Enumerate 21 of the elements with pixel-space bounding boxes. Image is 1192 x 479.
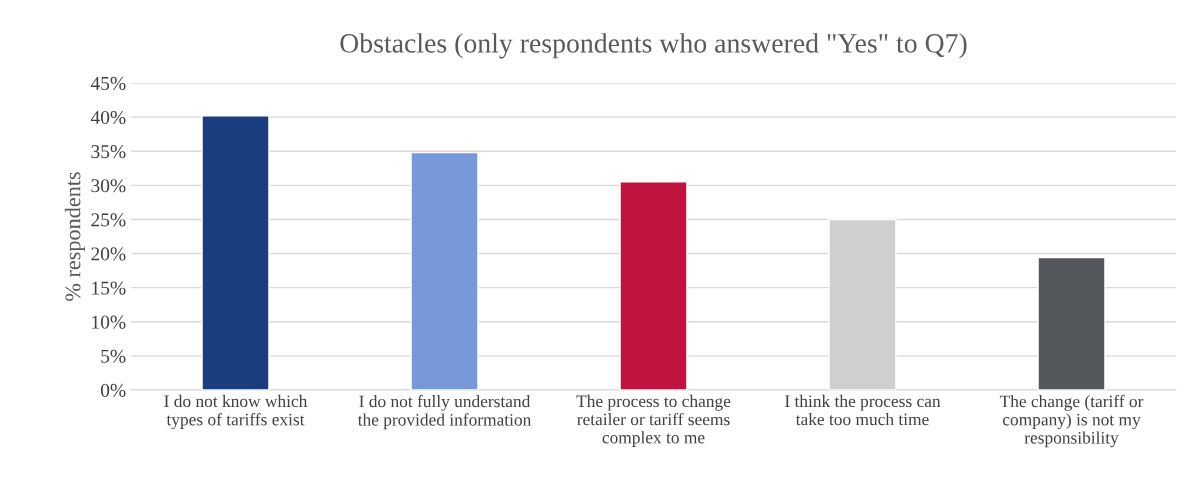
y-tick-label: 0% xyxy=(100,383,126,397)
y-tick-label: 40% xyxy=(90,110,126,125)
y-tick-label: 30% xyxy=(91,179,126,193)
y-axis-title: % respondents xyxy=(64,172,85,301)
x-tick-label: The change (tariff or company) is not my responsibility xyxy=(999,394,1144,448)
y-tick-label: 5% xyxy=(101,349,126,363)
x-tick-label: I think the process can take too much time xyxy=(785,394,941,426)
y-tick-label: 15% xyxy=(92,281,126,295)
bar xyxy=(619,181,688,390)
y-tick-label: 45% xyxy=(90,76,126,90)
x-tick-label: The process to change retailer or tariff seems complex to me xyxy=(576,394,731,447)
x-tick-label: I do not know which types of tariffs exist xyxy=(164,394,308,430)
bar xyxy=(410,151,479,390)
bar xyxy=(1037,256,1106,390)
y-tick-label: 25% xyxy=(91,213,126,227)
chart-title: Obstacles (only respondents who answered "Yes" to Q7) xyxy=(340,33,967,59)
bar xyxy=(201,115,270,390)
y-tick-label: 20% xyxy=(91,247,126,261)
x-tick-label: I do not fully understand the provided information xyxy=(357,394,532,430)
y-tick-label: 10% xyxy=(92,315,126,329)
y-tick-label: 35% xyxy=(91,145,126,159)
